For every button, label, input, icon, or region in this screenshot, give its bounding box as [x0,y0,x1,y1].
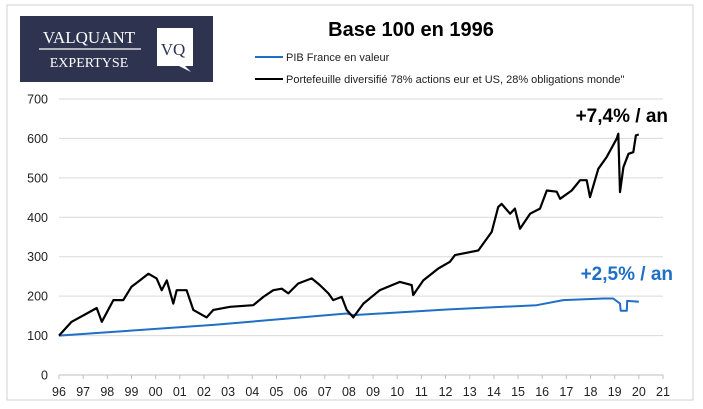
y-axis: 0 100 200 300 400 500 600 700 [27,93,48,383]
y-tick-label: 0 [41,369,48,383]
x-tick-label: 17 [559,385,573,399]
x-tick-label: 12 [439,385,453,399]
logo-line2: EXPERTYSE [50,56,129,71]
legend-label-pib: PIB France en valeur [286,52,390,64]
chart-title: Base 100 en 1996 [328,19,494,41]
annotation-pib: +2,5% / an [581,264,673,285]
x-tick-label: 07 [318,385,332,399]
x-tick-label: 99 [125,385,139,399]
gridlines [59,98,663,376]
annotation-portefeuille: +7,4% / an [576,106,668,127]
logo-line1: VALQUANT [43,28,136,47]
x-tick-label: 09 [366,385,380,399]
x-tick-label: 02 [197,385,211,399]
legend-label-portefeuille: Portefeuille diversifié 78% actions eur … [286,74,624,86]
logo-badge-icon [157,28,193,72]
x-tick-label: 00 [149,385,163,399]
y-tick-label: 300 [27,250,48,264]
x-tick-label: 97 [76,385,90,399]
y-tick-label: 600 [27,132,48,146]
series-line-pib [58,297,639,337]
x-tick-label: 15 [511,385,525,399]
x-tick-label: 21 [656,385,670,399]
x-tick-label: 11 [415,385,428,399]
logo-badge: VQ [161,40,186,59]
x-tick-label: 96 [52,385,66,399]
x-tick-label: 03 [221,385,235,399]
x-tick-label: 13 [463,385,477,399]
x-tick-label: 05 [269,385,283,399]
logo: VALQUANT EXPERTYSE VQ [20,16,213,82]
y-tick-label: 700 [27,93,48,107]
x-tick-label: 98 [100,385,114,399]
x-tick-label: 04 [245,385,259,399]
x-tick-label: 19 [608,385,622,399]
x-axis: 96 97 98 99 00 01 02 03 04 05 06 07 08 09 10 11 12 13 14 15… [52,375,670,399]
series-line-portefeuille [58,132,640,337]
x-tick-label: 06 [294,385,308,399]
y-tick-label: 500 [27,171,48,185]
x-tick-label: 10 [390,385,404,399]
legend: PIB France en valeur Portefeuille divers… [255,52,624,86]
series-lines [58,132,640,337]
x-tick-label: 16 [535,385,549,399]
y-tick-label: 400 [27,211,48,225]
y-tick-label: 100 [27,329,48,343]
x-tick-label: 01 [173,385,187,399]
y-tick-label: 200 [27,290,48,304]
x-tick-label: 18 [584,385,598,399]
x-tick-label: 08 [342,385,356,399]
x-tick-label: 20 [632,385,646,399]
x-tick-label: 14 [487,385,501,399]
